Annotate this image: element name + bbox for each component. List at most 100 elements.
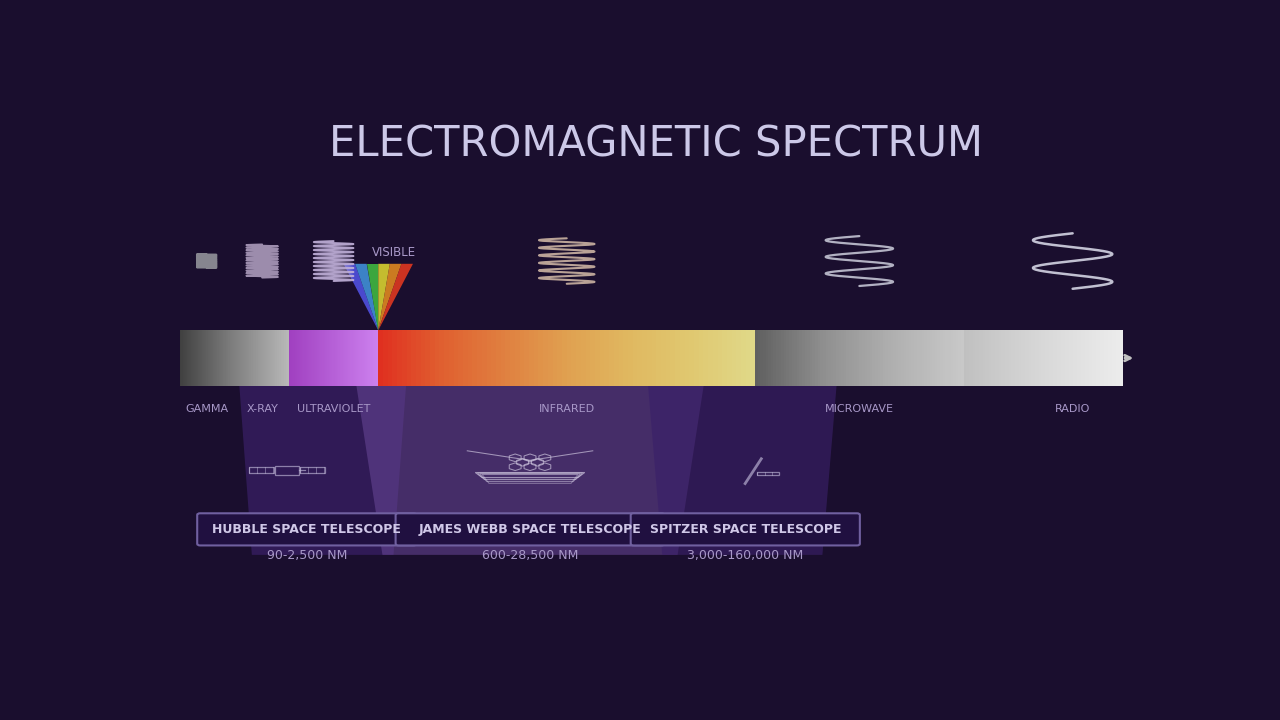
Bar bbox=[335, 330, 338, 386]
Bar bbox=[831, 330, 833, 386]
Bar bbox=[539, 330, 544, 386]
Text: ELECTROMAGNETIC SPECTRUM: ELECTROMAGNETIC SPECTRUM bbox=[329, 124, 983, 166]
Bar bbox=[369, 330, 370, 386]
Bar bbox=[314, 330, 315, 386]
Bar bbox=[352, 330, 353, 386]
Bar bbox=[307, 330, 308, 386]
Bar bbox=[296, 330, 297, 386]
Bar bbox=[805, 330, 808, 386]
Bar bbox=[911, 330, 914, 386]
Bar bbox=[439, 330, 444, 386]
Bar bbox=[881, 330, 883, 386]
Bar bbox=[666, 330, 671, 386]
Bar bbox=[332, 330, 333, 386]
Bar bbox=[1030, 330, 1033, 386]
Bar bbox=[1005, 330, 1007, 386]
Bar bbox=[372, 330, 374, 386]
Bar bbox=[1000, 330, 1002, 386]
Text: JAMES WEBB SPACE TELESCOPE: JAMES WEBB SPACE TELESCOPE bbox=[419, 523, 641, 536]
Bar bbox=[453, 330, 458, 386]
Bar bbox=[557, 330, 562, 386]
Bar bbox=[348, 330, 349, 386]
Bar bbox=[961, 330, 964, 386]
Bar bbox=[1023, 330, 1025, 386]
Bar bbox=[856, 330, 860, 386]
Bar bbox=[315, 330, 316, 386]
Bar bbox=[1062, 330, 1065, 386]
Bar bbox=[370, 330, 371, 386]
Bar bbox=[311, 330, 312, 386]
Bar bbox=[694, 330, 699, 386]
Bar bbox=[951, 330, 954, 386]
Bar bbox=[849, 330, 852, 386]
Bar bbox=[1119, 330, 1121, 386]
Bar bbox=[986, 330, 988, 386]
Bar bbox=[768, 330, 772, 386]
Bar bbox=[937, 330, 941, 386]
Bar bbox=[1053, 330, 1055, 386]
Polygon shape bbox=[239, 386, 406, 555]
Bar bbox=[486, 330, 492, 386]
Bar bbox=[657, 330, 662, 386]
Bar bbox=[932, 330, 936, 386]
Bar bbox=[1007, 330, 1010, 386]
Bar bbox=[435, 330, 440, 386]
Bar bbox=[376, 330, 378, 386]
Polygon shape bbox=[379, 264, 390, 330]
Bar bbox=[934, 330, 938, 386]
Bar bbox=[873, 330, 876, 386]
Bar bbox=[836, 330, 838, 386]
Bar bbox=[906, 330, 909, 386]
Bar bbox=[357, 330, 358, 386]
Bar bbox=[463, 330, 468, 386]
Bar bbox=[1105, 330, 1107, 386]
Bar bbox=[1011, 330, 1014, 386]
Bar bbox=[562, 330, 567, 386]
Bar bbox=[481, 330, 488, 386]
Bar bbox=[708, 330, 713, 386]
Bar bbox=[1061, 330, 1064, 386]
Bar bbox=[323, 330, 324, 386]
Bar bbox=[388, 330, 393, 386]
Bar bbox=[375, 330, 376, 386]
Bar bbox=[781, 330, 785, 386]
Bar bbox=[312, 330, 314, 386]
Bar bbox=[776, 330, 780, 386]
Bar bbox=[1097, 330, 1100, 386]
Bar bbox=[883, 330, 886, 386]
Bar bbox=[525, 330, 530, 386]
Bar bbox=[685, 330, 690, 386]
Bar bbox=[727, 330, 732, 386]
Bar bbox=[643, 330, 648, 386]
Bar bbox=[430, 330, 435, 386]
Bar bbox=[303, 330, 305, 386]
Bar bbox=[321, 330, 323, 386]
Bar bbox=[909, 330, 911, 386]
Bar bbox=[604, 330, 609, 386]
Bar bbox=[713, 330, 718, 386]
Bar bbox=[310, 330, 312, 386]
FancyBboxPatch shape bbox=[396, 513, 664, 546]
Text: INFRARED: INFRARED bbox=[539, 404, 595, 414]
Bar bbox=[940, 330, 943, 386]
Bar bbox=[646, 330, 652, 386]
Bar bbox=[497, 330, 502, 386]
Bar bbox=[1001, 330, 1004, 386]
Bar bbox=[1076, 330, 1079, 386]
Bar bbox=[820, 330, 823, 386]
Bar bbox=[788, 330, 792, 386]
Bar bbox=[675, 330, 680, 386]
Bar bbox=[1039, 330, 1042, 386]
Bar bbox=[1037, 330, 1039, 386]
Bar bbox=[458, 330, 463, 386]
Bar bbox=[815, 330, 818, 386]
Bar bbox=[320, 330, 321, 386]
Bar bbox=[393, 330, 398, 386]
Bar bbox=[993, 330, 996, 386]
Bar bbox=[964, 330, 966, 386]
Text: RADIO: RADIO bbox=[1055, 404, 1091, 414]
Bar bbox=[421, 330, 426, 386]
Bar bbox=[904, 330, 906, 386]
Bar bbox=[1019, 330, 1021, 386]
Bar bbox=[1057, 330, 1060, 386]
